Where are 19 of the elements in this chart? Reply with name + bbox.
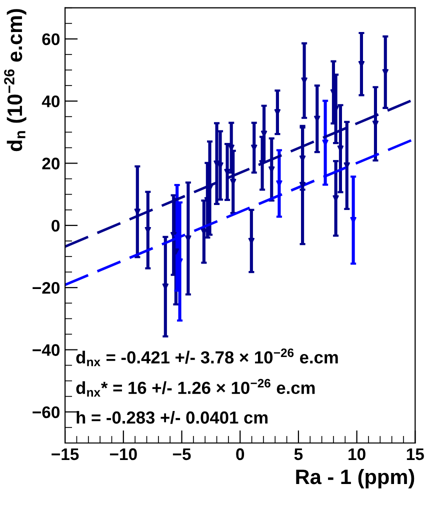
x-axis-title: Ra - 1 (ppm) [296, 468, 414, 488]
y-tick-label: 60 [42, 33, 60, 46]
y-tick-label: 20 [42, 158, 60, 170]
y-tick-label: −20 [32, 282, 60, 294]
x-tick-label: 15 [406, 448, 424, 460]
x-tick-label: −5 [172, 448, 191, 460]
x-tick-label: −10 [110, 448, 137, 460]
y-axis-title: d$_{n}$ (10$^{−26}$ e.cm) [4, 9, 26, 152]
annotation: d$_{nx}$ = -0.421 +/- 3.78 × 10$^{−26}$ e.cm [76, 348, 338, 366]
y-tick-label: −60 [32, 406, 60, 418]
annotation: d$_{nx}$* = 16 +/- 1.26 × 10$^{−26}$ e.cm [76, 378, 315, 397]
x-tick-label: 5 [294, 448, 303, 460]
x-tick-label: −15 [52, 448, 79, 460]
y-tick-label: 40 [42, 95, 60, 108]
x-tick-label: 10 [348, 448, 366, 460]
annotation: h = -0.283 +/- 0.0401 cm [76, 410, 268, 424]
y-tick-label: 0 [52, 220, 60, 232]
x-tick-label: 0 [236, 448, 244, 460]
y-tick-label: −40 [32, 344, 60, 356]
